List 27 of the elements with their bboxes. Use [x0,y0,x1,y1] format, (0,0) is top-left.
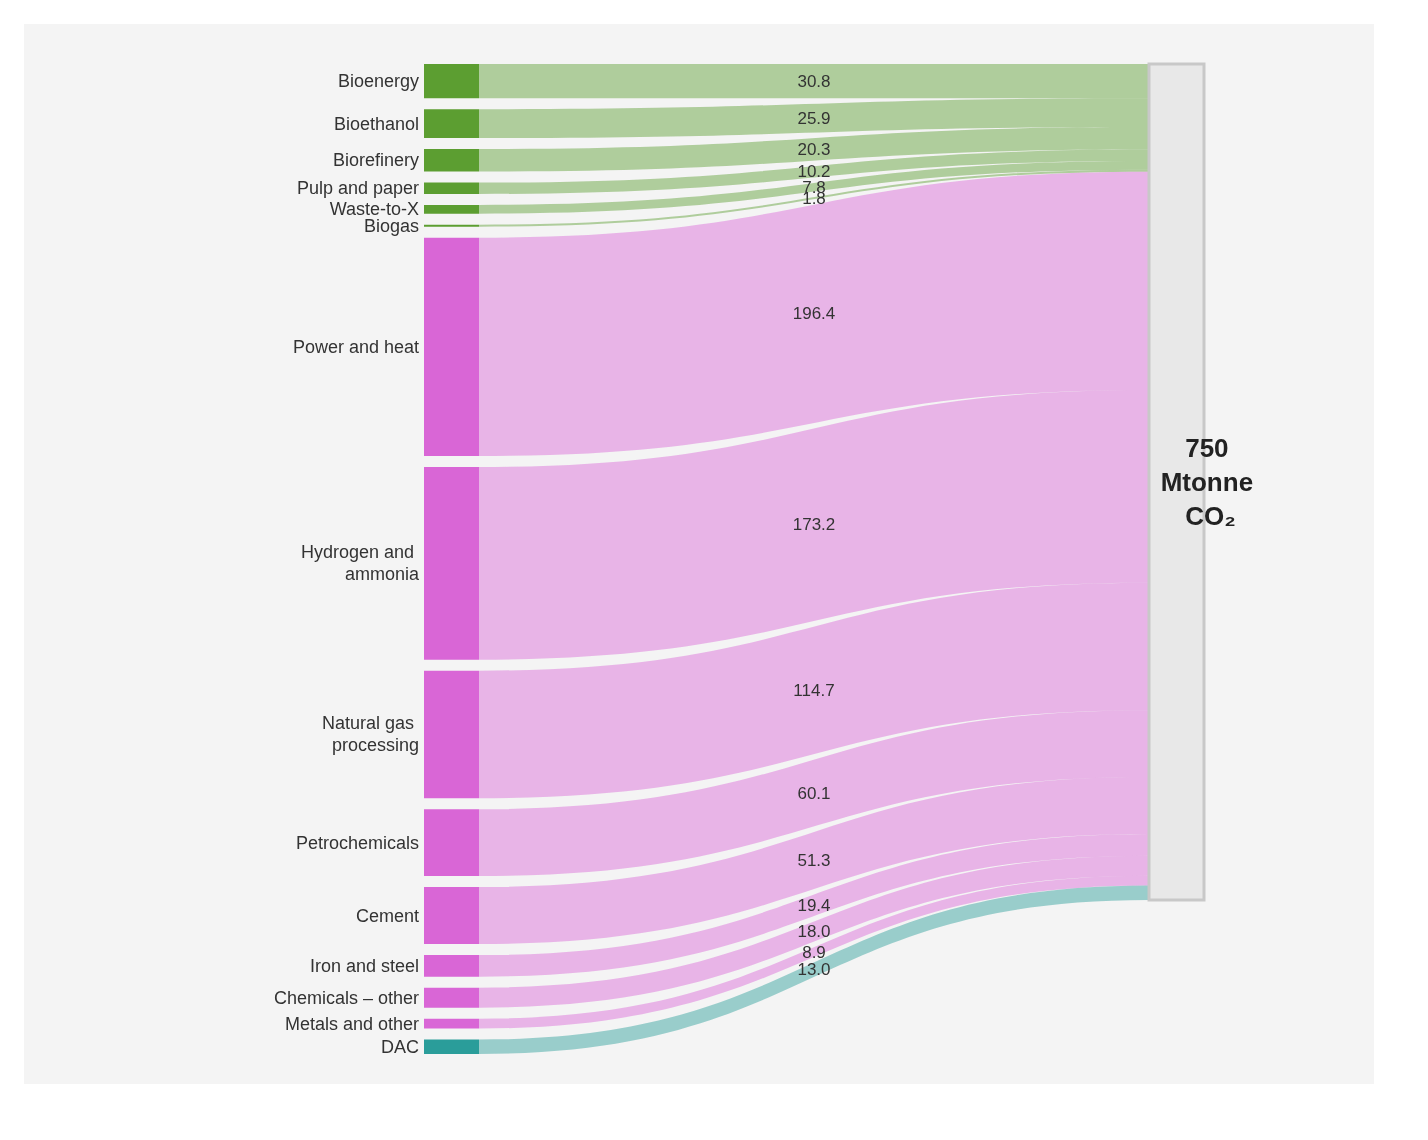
category-label: Cement [355,905,419,926]
data-label: 13.0 [797,960,831,980]
category-label: Biorefinery [332,150,419,171]
data-label: 51.3 [797,851,831,871]
category-label: Iron and steel [309,955,419,976]
data-label: 173.2 [792,515,836,535]
data-label: 8.9 [802,942,826,962]
data-label: 19.4 [797,895,831,915]
text: 750 Mtonne CO₂ [1160,433,1261,531]
category-label: DAC [380,1036,419,1057]
data-label: 60.1 [797,783,831,803]
category-label: Hydrogen and ammonia [300,542,420,585]
category-label: Pulp and paper [296,178,419,199]
data-label: 10.2 [797,162,831,182]
data-label: 196.4 [792,304,836,324]
data-label: 20.3 [797,139,831,159]
data-label: 30.8 [797,71,831,91]
category-label: Power and heat [292,336,419,357]
data-label: 18.0 [797,922,831,942]
category-label: Chemicals – other [273,987,419,1008]
category-label: Petrochemicals [295,832,419,853]
category-label: Natural gas processing [321,713,419,756]
data-label: 25.9 [797,108,831,128]
category-label: Metals and other [284,1013,419,1034]
category-label: Bioenergy [337,71,419,92]
category-label: Bioethanol [333,113,419,134]
data-label: 114.7 [793,680,835,700]
